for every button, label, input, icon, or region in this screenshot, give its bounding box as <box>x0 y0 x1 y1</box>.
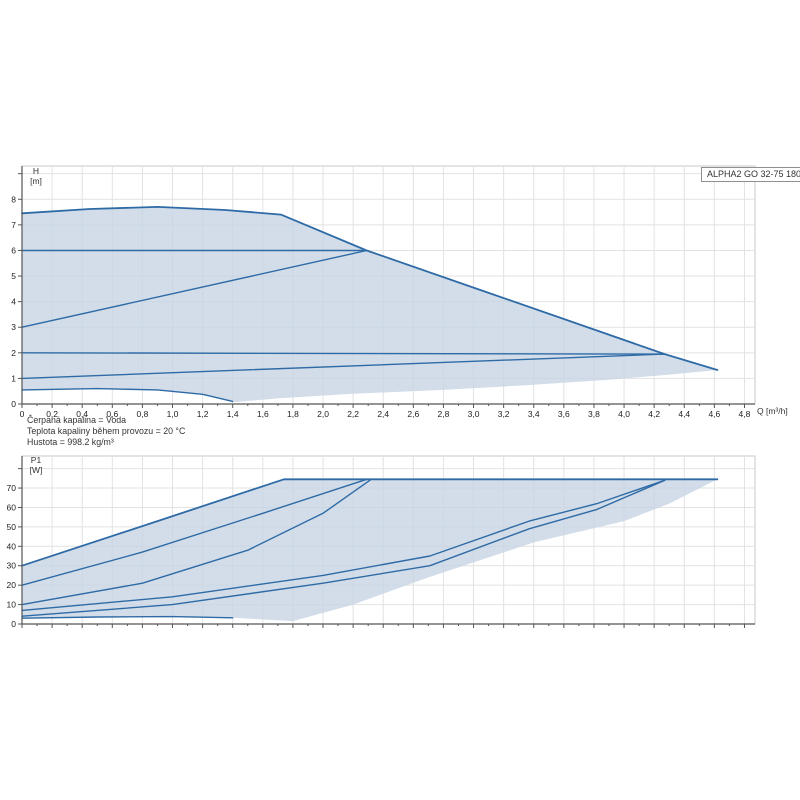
y-tick-label: 0 <box>11 399 16 409</box>
y-tick-label: 1 <box>11 373 16 383</box>
y-tick-label: 2 <box>11 348 16 358</box>
x-tick-label: 4,0 <box>618 409 630 419</box>
qh-y-axis-label-symbol: H <box>32 166 40 176</box>
y-tick-label: 70 <box>7 483 17 493</box>
y-tick-label: 40 <box>7 541 17 551</box>
x-tick-label: 3,2 <box>498 409 510 419</box>
y-tick-label: 8 <box>11 194 16 204</box>
power-y-axis-label: P1 [W] <box>23 455 49 475</box>
x-tick-label: 1,0 <box>167 409 179 419</box>
qh-y-axis-label: H [m] <box>23 166 49 186</box>
x-tick-label: 2,0 <box>317 409 329 419</box>
constant-pressure-6m-power <box>21 478 368 586</box>
qh-x-axis-label: Q [m³/h] <box>757 406 788 416</box>
constant-pressure-2m <box>21 352 666 355</box>
x-tick-label: 0,4 <box>76 409 88 419</box>
min-speed-curve <box>21 387 234 403</box>
y-tick-label: 30 <box>7 561 17 571</box>
proportional-pressure-6m <box>21 249 368 328</box>
x-tick-label: 2,2 <box>347 409 359 419</box>
x-tick-label: 1,4 <box>227 409 239 419</box>
x-tick-label: 3,6 <box>558 409 570 419</box>
x-tick-label: 4,2 <box>648 409 660 419</box>
x-tick-label: 1,8 <box>287 409 299 419</box>
power-chart: 0 10 20 30 40 50 60 70 <box>7 455 756 629</box>
constant-pressure-2m-power <box>21 479 666 612</box>
y-tick-label: 3 <box>11 322 16 332</box>
y-tick-label: 10 <box>7 600 17 610</box>
proportional-pressure-6m-power <box>21 478 372 606</box>
operating-range-fill <box>22 479 718 622</box>
y-tick-label: 60 <box>7 502 17 512</box>
pump-type-box: ALPHA2 GO 32-75 180 <box>701 167 800 182</box>
x-tick-label: 3,8 <box>588 409 600 419</box>
qh-y-axis-label-unit: [m] <box>30 176 42 186</box>
qh-chart: 0 0,2 0,4 0,6 0,8 1,0 1,2 1,4 1,6 1,8 2,0 2,2 2,4 2,6… <box>11 165 756 419</box>
x-tick-label: 2,4 <box>377 409 389 419</box>
proportional-pressure-2m-power <box>21 479 666 617</box>
x-tick-label: 1,2 <box>197 409 209 419</box>
x-tick-label: 2,8 <box>438 409 450 419</box>
y-tick-label: 6 <box>11 245 16 255</box>
max-speed-power <box>21 478 719 567</box>
x-tick-label: 3,4 <box>528 409 540 419</box>
max-speed-curve <box>21 205 719 371</box>
proportional-pressure-2m <box>21 353 666 380</box>
annotation-density: Hustota = 998.2 kg/m³ <box>27 437 114 447</box>
y-tick-label: 5 <box>11 271 16 281</box>
x-tick-label: 1,6 <box>257 409 269 419</box>
x-tick-label: 4,8 <box>739 409 751 419</box>
y-tick-label: 4 <box>11 297 16 307</box>
x-tick-label: 2,6 <box>407 409 419 419</box>
power-y-axis-label-symbol: P1 <box>30 455 42 465</box>
y-tick-label: 50 <box>7 522 17 532</box>
liquid-annotations: Čerpaná kapalina = Voda Teplota kapaliny… <box>27 415 185 448</box>
power-y-axis-label-unit: [W] <box>29 465 43 475</box>
x-tick-label: 0,6 <box>106 409 118 419</box>
x-tick-label: 0,8 <box>136 409 148 419</box>
x-tick-label: 0,2 <box>46 409 58 419</box>
annotation-pumped-liquid: Čerpaná kapalina = Voda <box>27 415 127 425</box>
x-tick-label: 4,4 <box>678 409 690 419</box>
y-tick-label: 0 <box>11 619 16 629</box>
min-speed-power <box>21 615 234 619</box>
annotation-liquid-temperature: Teplota kapaliny během provozu = 20 °C <box>27 426 186 436</box>
x-tick-label: 3,0 <box>468 409 480 419</box>
y-tick-label: 7 <box>11 220 16 230</box>
y-tick-label: 20 <box>7 580 17 590</box>
x-tick-label: 4,6 <box>708 409 720 419</box>
x-tick-label: 0 <box>20 409 25 419</box>
